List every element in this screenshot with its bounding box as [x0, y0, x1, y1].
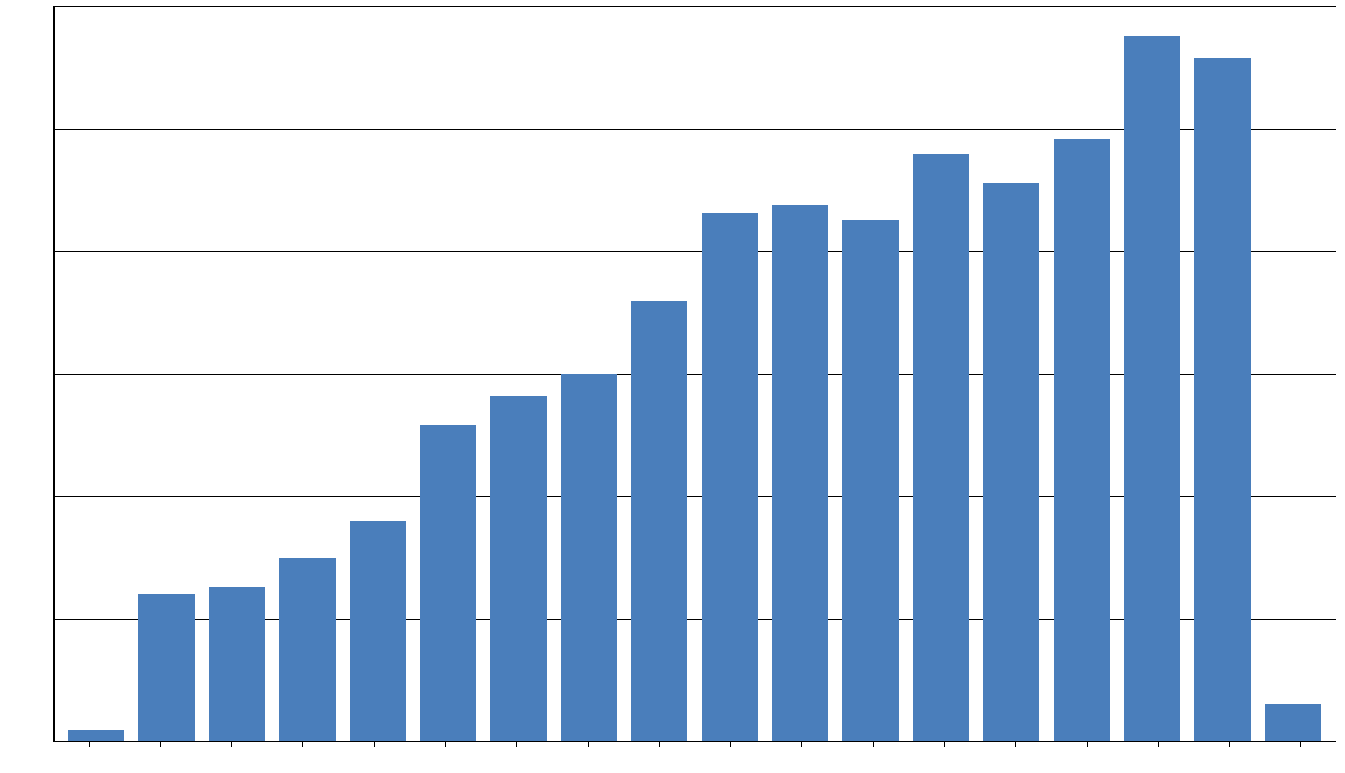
- x-tick: [302, 742, 303, 747]
- x-tick: [1087, 742, 1088, 747]
- bar-slot: [554, 7, 624, 741]
- bar: [350, 521, 406, 741]
- x-tick: [516, 742, 517, 747]
- bar-slot: [1187, 7, 1257, 741]
- bar: [209, 587, 265, 741]
- bar-slot: [61, 7, 131, 741]
- bar-slot: [906, 7, 976, 741]
- bar-slot: [483, 7, 553, 741]
- bar-slot: [1117, 7, 1187, 741]
- bar: [279, 558, 335, 742]
- bar-slot: [1046, 7, 1116, 741]
- bar: [1054, 139, 1110, 741]
- x-tick: [659, 742, 660, 747]
- bar: [772, 205, 828, 741]
- x-tick: [374, 742, 375, 747]
- bar: [842, 220, 898, 741]
- x-tick: [1300, 742, 1301, 747]
- bar-slot: [272, 7, 342, 741]
- x-tick: [1015, 742, 1016, 747]
- bar-slot: [413, 7, 483, 741]
- bar-slot: [131, 7, 201, 741]
- bar: [702, 213, 758, 741]
- bar: [138, 594, 194, 741]
- bar-slot: [1258, 7, 1328, 741]
- bar: [631, 301, 687, 741]
- bar: [913, 154, 969, 741]
- x-tick: [231, 742, 232, 747]
- x-tick: [730, 742, 731, 747]
- bar-chart: [53, 7, 1336, 742]
- x-tick: [944, 742, 945, 747]
- x-tick: [873, 742, 874, 747]
- bars-container: [53, 7, 1336, 741]
- bar-slot: [624, 7, 694, 741]
- x-tick: [160, 742, 161, 747]
- bar-slot: [765, 7, 835, 741]
- bar-slot: [976, 7, 1046, 741]
- bar: [1194, 58, 1250, 741]
- plot-area: [53, 7, 1336, 742]
- bar: [420, 425, 476, 741]
- bar: [490, 396, 546, 741]
- x-tick: [1229, 742, 1230, 747]
- bar-slot: [835, 7, 905, 741]
- bar: [1124, 36, 1180, 741]
- bar: [561, 374, 617, 741]
- x-tick: [89, 742, 90, 747]
- bar: [68, 730, 124, 741]
- bar: [983, 183, 1039, 741]
- bar-slot: [202, 7, 272, 741]
- x-tick: [1158, 742, 1159, 747]
- bar-slot: [695, 7, 765, 741]
- x-tick: [588, 742, 589, 747]
- bar: [1265, 704, 1321, 741]
- x-tick: [445, 742, 446, 747]
- bar-slot: [343, 7, 413, 741]
- x-tick: [801, 742, 802, 747]
